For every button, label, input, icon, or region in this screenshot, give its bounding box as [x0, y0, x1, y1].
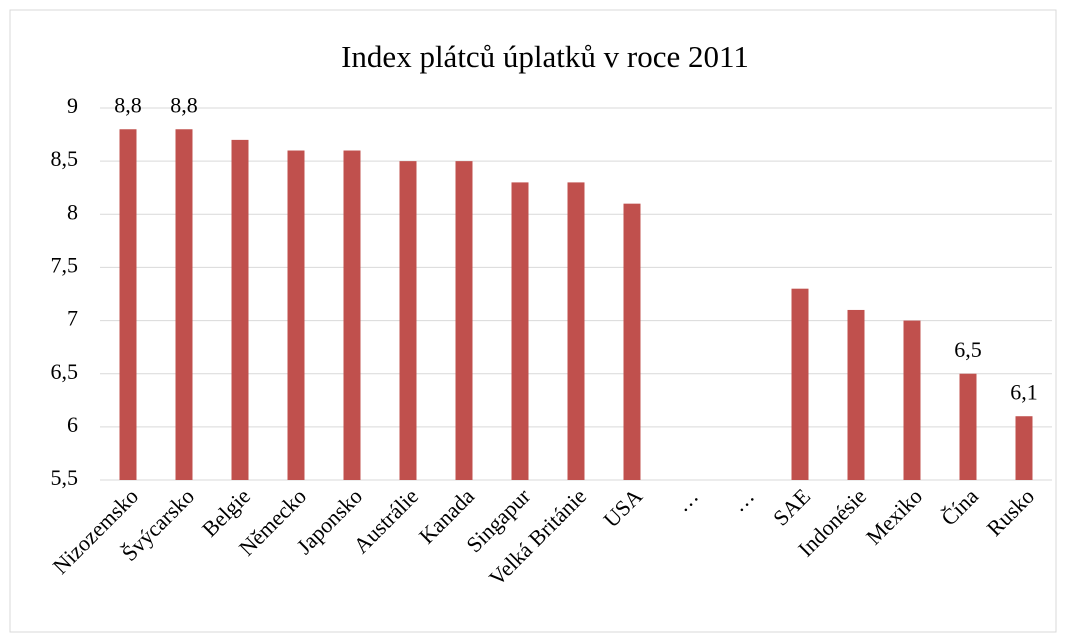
bar: [455, 161, 473, 480]
bar: [567, 182, 585, 480]
data-label: 8,8: [170, 92, 198, 117]
bar: [903, 320, 921, 480]
bar: [1015, 416, 1033, 480]
y-tick-label: 7,5: [51, 252, 79, 277]
bar: [231, 139, 249, 480]
chart-title: Index plátců úplatků v roce 2011: [341, 39, 749, 74]
bar: [847, 309, 865, 480]
bar: [175, 129, 193, 480]
y-tick-label: 9: [67, 93, 78, 118]
bar: [287, 150, 305, 480]
bar: [399, 161, 417, 480]
bar: [959, 373, 977, 480]
data-label: 8,8: [114, 92, 142, 117]
y-tick-label: 6: [67, 412, 78, 437]
data-label: 6,5: [954, 337, 982, 362]
data-label: 6,1: [1010, 379, 1038, 404]
y-tick-label: 6,5: [51, 359, 79, 384]
y-tick-label: 8: [67, 199, 78, 224]
bar: [343, 150, 361, 480]
y-tick-label: 7: [67, 306, 78, 331]
bar: [791, 288, 809, 480]
bar: [511, 182, 529, 480]
y-tick-label: 8,5: [51, 146, 79, 171]
bar: [119, 129, 137, 480]
y-tick-label: 5,5: [51, 465, 79, 490]
bar: [623, 203, 641, 480]
